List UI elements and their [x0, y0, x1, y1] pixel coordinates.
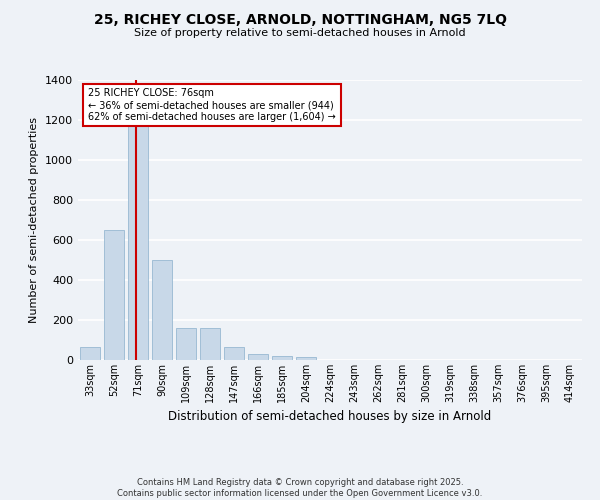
- X-axis label: Distribution of semi-detached houses by size in Arnold: Distribution of semi-detached houses by …: [169, 410, 491, 424]
- Bar: [224, 347, 244, 360]
- Bar: [176, 328, 196, 360]
- Bar: [248, 354, 268, 360]
- Bar: [152, 260, 172, 360]
- Bar: [104, 230, 124, 360]
- Bar: [296, 357, 316, 360]
- Y-axis label: Number of semi-detached properties: Number of semi-detached properties: [29, 117, 40, 323]
- Text: 25, RICHEY CLOSE, ARNOLD, NOTTINGHAM, NG5 7LQ: 25, RICHEY CLOSE, ARNOLD, NOTTINGHAM, NG…: [94, 12, 506, 26]
- Text: Size of property relative to semi-detached houses in Arnold: Size of property relative to semi-detach…: [134, 28, 466, 38]
- Text: Contains HM Land Registry data © Crown copyright and database right 2025.
Contai: Contains HM Land Registry data © Crown c…: [118, 478, 482, 498]
- Bar: [128, 126, 148, 360]
- Bar: [80, 347, 100, 360]
- Text: 25 RICHEY CLOSE: 76sqm
← 36% of semi-detached houses are smaller (944)
62% of se: 25 RICHEY CLOSE: 76sqm ← 36% of semi-det…: [88, 88, 336, 122]
- Bar: [272, 356, 292, 360]
- Bar: [200, 328, 220, 360]
